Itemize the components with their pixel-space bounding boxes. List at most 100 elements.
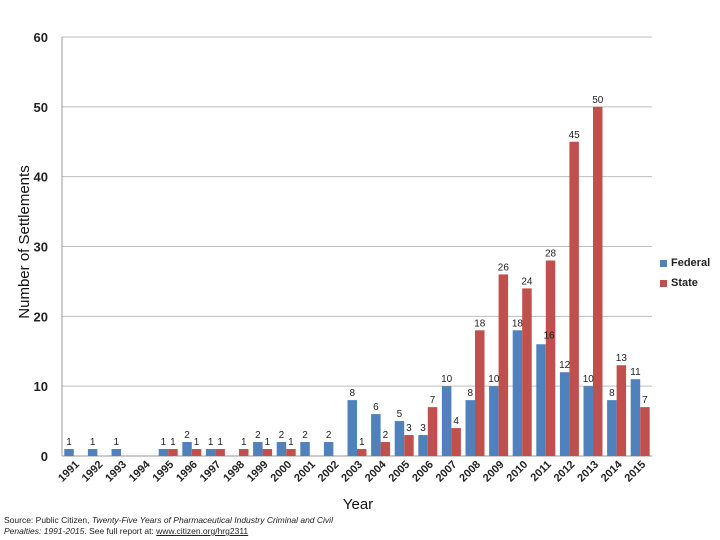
data-label: 12	[559, 360, 571, 371]
data-label: 1	[359, 437, 365, 448]
x-tick-label: 2003	[339, 459, 365, 485]
x-tick-label: 2008	[457, 459, 483, 485]
data-label: 3	[420, 423, 426, 434]
bar-federal-2012	[559, 372, 570, 456]
x-tick-label: 1993	[103, 459, 129, 485]
y-tick-label: 40	[34, 170, 48, 185]
data-label: 24	[521, 276, 533, 287]
data-label: 7	[642, 395, 648, 406]
bar-state-2000	[286, 449, 296, 456]
legend-swatch-state	[660, 279, 667, 287]
bar-federal-2006	[418, 435, 428, 456]
data-label: 1	[288, 437, 294, 448]
bar-federal-2013	[583, 386, 593, 456]
bar-state-2012	[569, 141, 579, 456]
bar-federal-2015	[630, 379, 641, 456]
data-label: 2	[326, 430, 332, 441]
y-tick-label: 20	[34, 309, 48, 324]
data-label: 11	[630, 367, 641, 378]
bar-federal-1997	[205, 449, 216, 456]
bars	[64, 106, 650, 456]
data-label: 10	[441, 374, 453, 385]
bar-state-1997	[215, 449, 225, 456]
x-tick-label: 2010	[505, 459, 531, 485]
bar-state-1995	[168, 449, 178, 456]
bar-state-2013	[593, 106, 603, 456]
bar-state-2008	[475, 330, 485, 456]
bar-state-1996	[191, 449, 202, 456]
bar-federal-2005	[394, 421, 405, 456]
x-tick-label: 2009	[481, 459, 507, 485]
bar-federal-1996	[182, 442, 192, 456]
x-tick-label: 2004	[363, 458, 389, 484]
x-tick-label: 1992	[80, 459, 106, 485]
bar-federal-2008	[465, 400, 475, 456]
y-tick-label: 0	[41, 449, 48, 464]
data-label: 4	[453, 416, 459, 427]
data-label: 10	[488, 374, 500, 385]
bar-federal-2000	[276, 442, 287, 456]
x-tick-label: 2007	[434, 459, 460, 485]
y-tick-label: 10	[34, 379, 48, 394]
x-tick-label: 2001	[292, 459, 318, 485]
data-label: 2	[383, 430, 389, 441]
bar-state-2006	[427, 407, 438, 456]
data-label: 28	[545, 248, 557, 259]
bar-state-2011	[545, 260, 556, 456]
data-label: 1	[217, 437, 223, 448]
bar-federal-1993	[111, 449, 121, 456]
source-middle: . See full report at:	[84, 526, 157, 536]
legend-label-federal: Federal	[671, 257, 711, 269]
x-tick-label: 2013	[575, 459, 601, 485]
x-tick-label: 2015	[623, 459, 649, 485]
data-label: 50	[592, 95, 604, 106]
source-link[interactable]: www.citizen.org/hrg2311	[156, 526, 249, 536]
bar-state-2003	[357, 449, 367, 456]
bar-federal-2003	[347, 400, 357, 456]
y-axis-ticks: 0 10 20 30 40 50 60	[34, 30, 48, 464]
bar-state-2007	[451, 428, 461, 456]
bar-state-2004	[380, 442, 391, 456]
data-label: 26	[498, 262, 510, 273]
data-label: 2	[184, 430, 190, 441]
y-axis-title: Number of Settlements	[16, 165, 33, 318]
source-report-title: Twenty-Five Years of Pharmaceutical Indu…	[4, 515, 333, 536]
data-label: 5	[397, 409, 403, 420]
bar-federal-2014	[607, 400, 617, 456]
bar-federal-1995	[158, 449, 169, 456]
x-tick-label: 1991	[56, 459, 82, 485]
data-label: 1	[208, 437, 214, 448]
data-label: 3	[406, 423, 412, 434]
data-label: 2	[255, 430, 261, 441]
x-tick-label: 1998	[221, 459, 247, 485]
bar-federal-2011	[536, 344, 546, 456]
data-label: 1	[113, 437, 119, 448]
bar-state-2009	[498, 274, 509, 456]
data-label: 1	[194, 437, 200, 448]
bar-federal-1992	[87, 449, 98, 456]
x-tick-label: 1994	[127, 458, 153, 484]
x-tick-label: 1999	[245, 459, 271, 485]
x-tick-label: 1997	[198, 459, 224, 485]
bar-federal-2009	[489, 386, 499, 456]
source-prefix: Source: Public Citizen,	[4, 515, 92, 525]
x-tick-label: 1996	[174, 459, 200, 485]
x-tick-label: 2000	[269, 459, 295, 485]
bar-state-2015	[640, 407, 650, 456]
y-tick-label: 30	[34, 240, 48, 255]
bar-federal-2002	[323, 442, 334, 456]
data-label: 1	[265, 437, 271, 448]
legend-item-federal: Federal	[660, 253, 710, 273]
data-label: 8	[609, 388, 615, 399]
data-label: 18	[474, 318, 486, 329]
gridlines	[61, 36, 652, 457]
x-tick-label: 2005	[387, 459, 413, 485]
data-label: 45	[569, 130, 581, 141]
data-label: 8	[349, 388, 355, 399]
bar-state-2010	[522, 288, 532, 456]
data-label: 10	[583, 374, 595, 385]
x-tick-label: 2006	[410, 459, 436, 485]
bar-federal-2010	[512, 330, 523, 456]
x-tick-label: 2012	[552, 459, 578, 485]
